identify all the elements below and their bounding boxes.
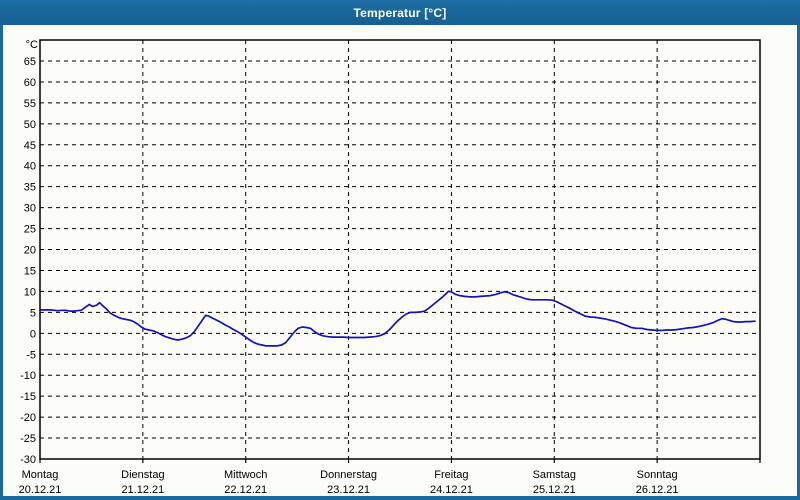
y-axis-unit-label: °C xyxy=(26,39,38,51)
x-date-label: 25.12.21 xyxy=(533,484,576,496)
plot-frame xyxy=(39,39,761,460)
y-tick-label: 15 xyxy=(24,265,36,277)
x-day-label: Donnerstag xyxy=(320,469,377,481)
x-day-label: Samstag xyxy=(533,469,576,481)
y-tick-label: 50 xyxy=(24,119,36,131)
x-day-label: Freitag xyxy=(434,469,468,481)
y-tick-label: 60 xyxy=(24,77,36,89)
temperature-series-line xyxy=(39,290,756,347)
y-tick-label: -30 xyxy=(20,454,36,466)
y-tick-label: -25 xyxy=(20,433,36,445)
x-date-label: 23.12.21 xyxy=(327,484,370,496)
y-tick-label: -15 xyxy=(20,391,36,403)
x-day-label: Dienstag xyxy=(121,469,164,481)
y-tick-label: 25 xyxy=(24,224,36,236)
y-tick-label: 10 xyxy=(24,286,36,298)
x-date-label: 21.12.21 xyxy=(121,484,164,496)
y-tick-label: 65 xyxy=(24,56,36,68)
x-date-label: 24.12.21 xyxy=(430,484,473,496)
y-tick-label: -20 xyxy=(20,412,36,424)
y-tick-label: 45 xyxy=(24,140,36,152)
x-day-label: Montag xyxy=(22,469,59,481)
x-date-label: 26.12.21 xyxy=(636,484,679,496)
y-tick-label: 5 xyxy=(30,307,36,319)
y-tick-label: -10 xyxy=(20,370,36,382)
y-tick-label: -5 xyxy=(26,349,36,361)
y-tick-label: 35 xyxy=(24,182,36,194)
y-tick-label: 20 xyxy=(24,245,36,257)
x-day-label: Sonntag xyxy=(637,469,678,481)
x-date-label: 22.12.21 xyxy=(224,484,267,496)
x-date-label: 20.12.21 xyxy=(19,484,62,496)
y-tick-label: 55 xyxy=(24,98,36,110)
x-day-label: Mittwoch xyxy=(224,469,267,481)
y-tick-label: 40 xyxy=(24,161,36,173)
window-title: Temperatur [°C] xyxy=(353,5,447,20)
y-tick-label: 0 xyxy=(30,328,36,340)
y-tick-label: 30 xyxy=(24,203,36,215)
window-title-bar: Temperatur [°C] xyxy=(0,0,800,25)
